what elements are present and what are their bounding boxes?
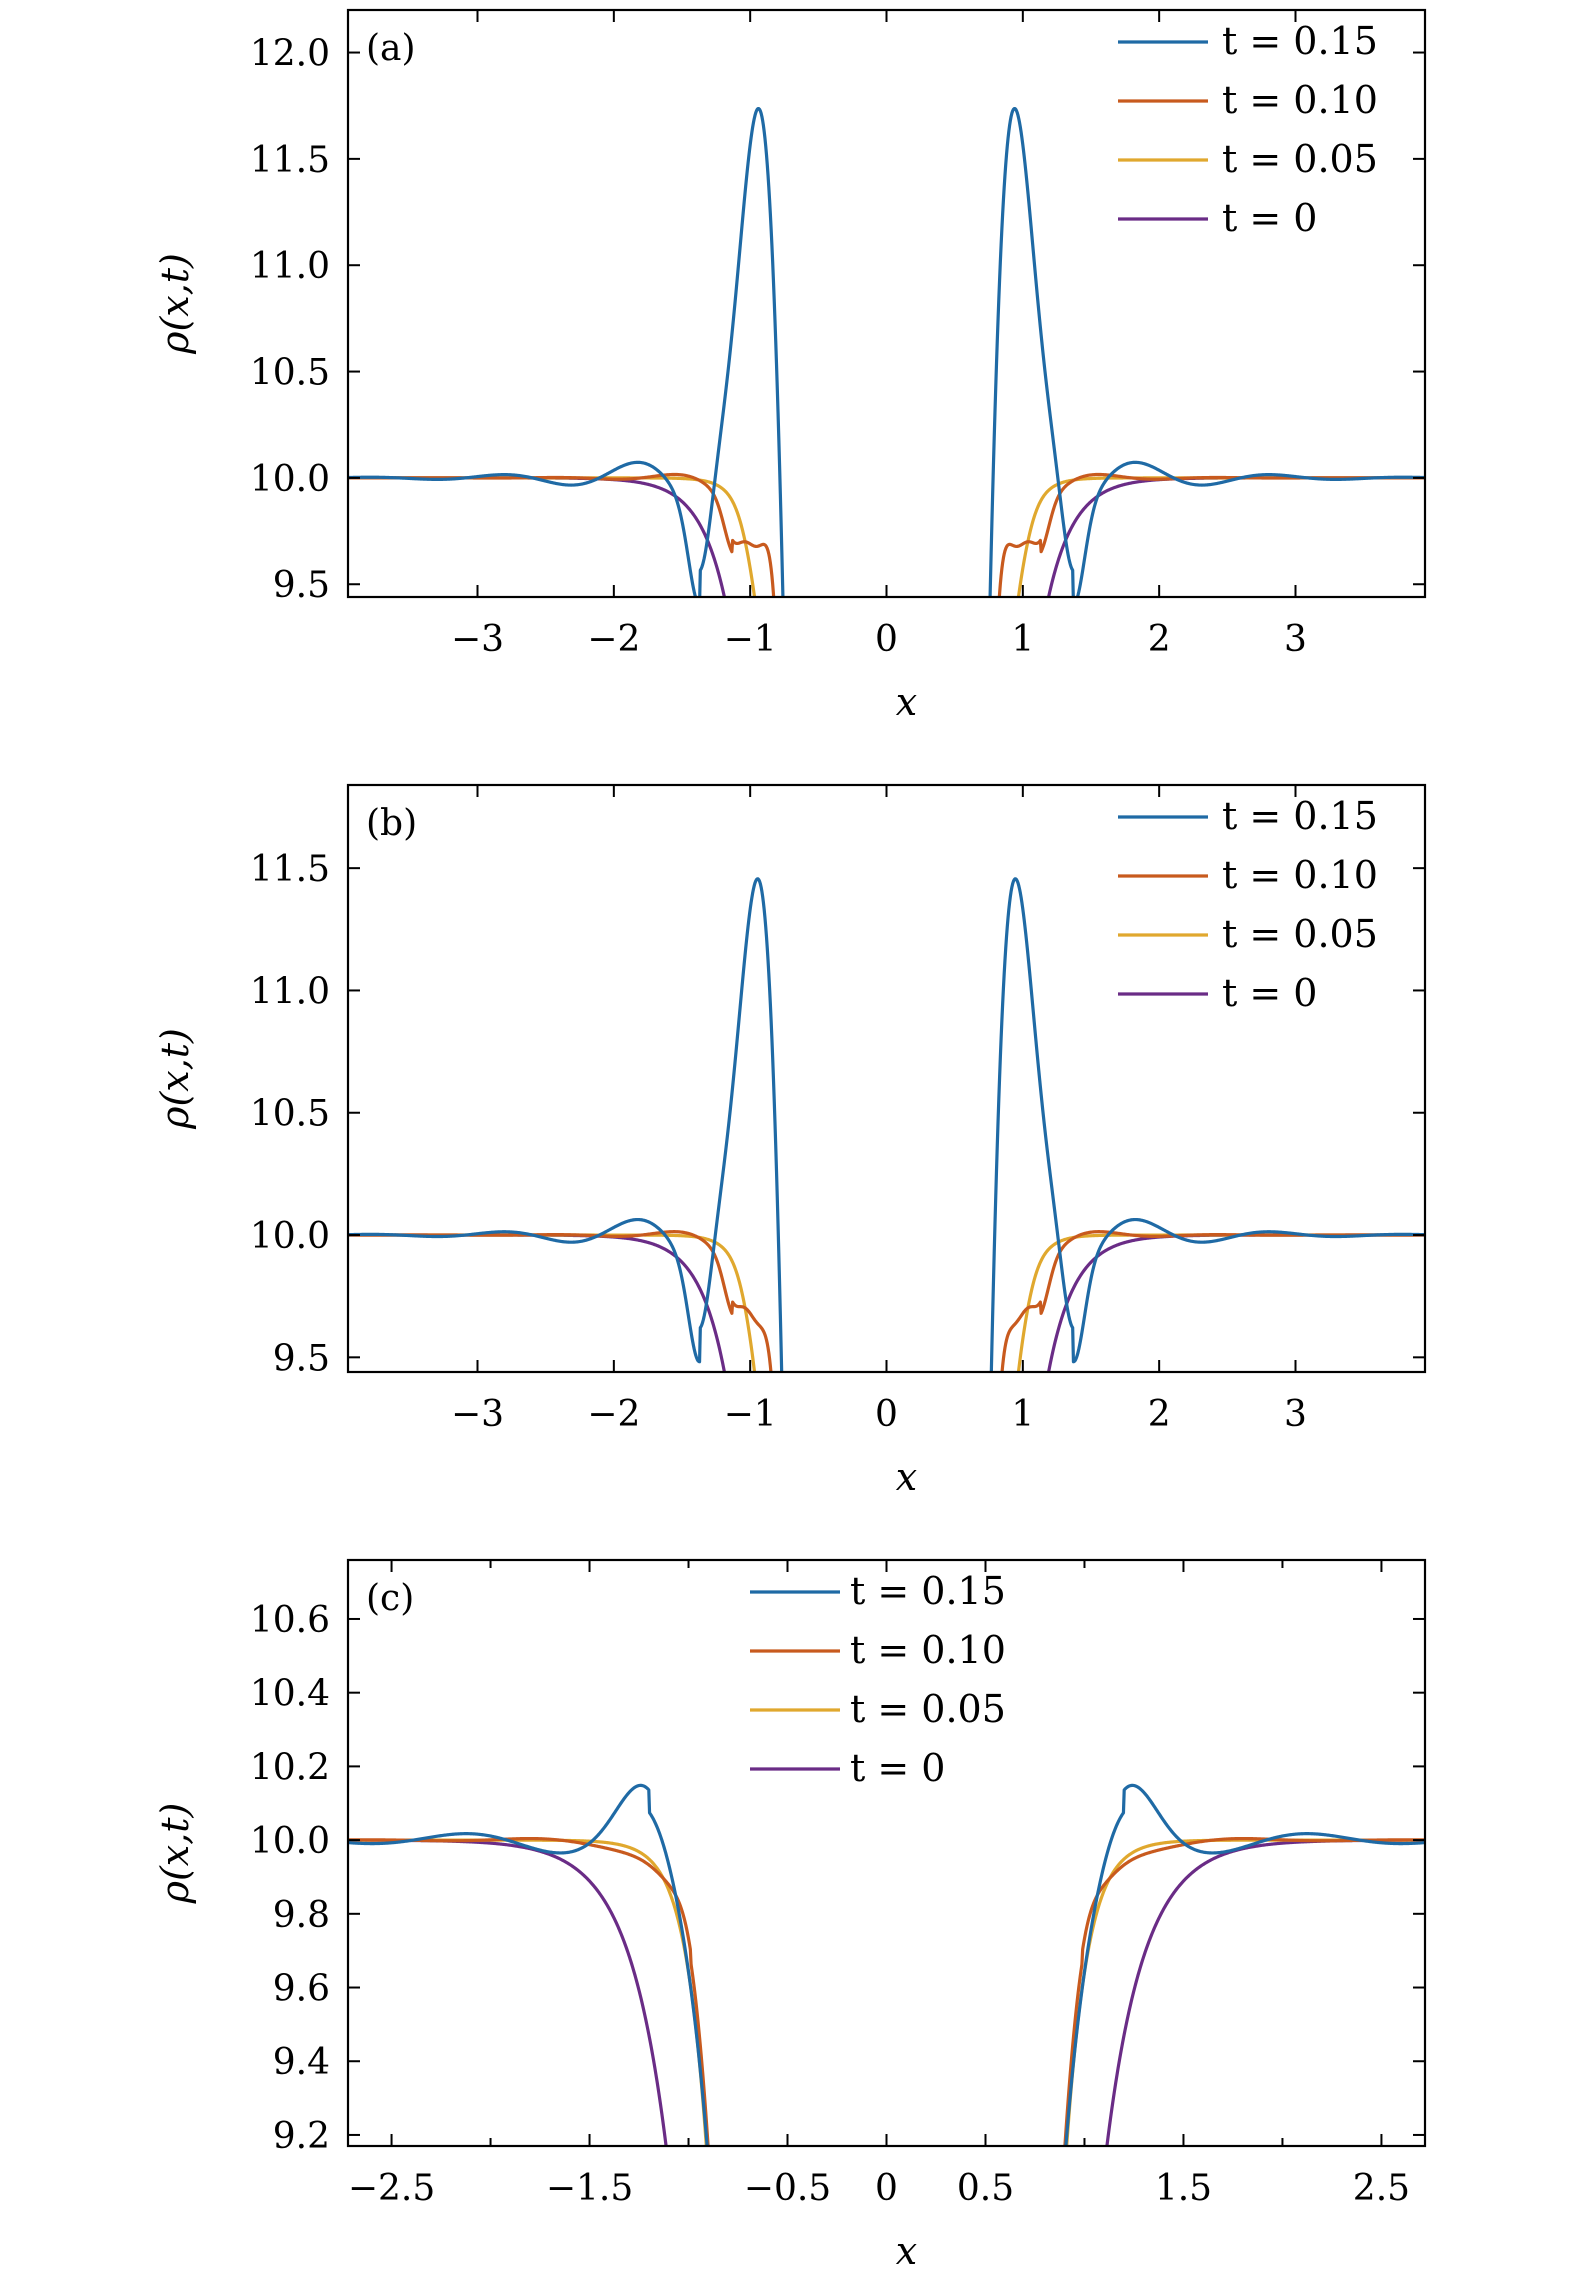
panel-label: (b) (366, 803, 417, 844)
series-line-t0.10 (348, 472, 1425, 597)
x-tick-label: 3 (1284, 619, 1307, 660)
legend: t = 0.15 t = 0.10 t = 0.05 t = 0 (750, 1569, 1006, 1790)
series-line-t0.05 (348, 476, 1425, 597)
y-tick-label: 9.5 (273, 565, 330, 606)
legend-label: t = 0.10 (850, 1628, 1006, 1672)
series-line-t0.10 (348, 1230, 1425, 1372)
legend-label: t = 0 (850, 1746, 945, 1790)
y-tick-label: 11.0 (250, 971, 330, 1012)
x-tick-label: −1 (724, 1394, 777, 1435)
panel-label: (a) (366, 28, 416, 69)
legend-label: t = 0.10 (1222, 853, 1378, 897)
y-tick-label: 9.4 (273, 2042, 330, 2083)
panel-label: (c) (366, 1578, 414, 1619)
x-tick-label: −2.5 (348, 2168, 435, 2209)
y-tick-label: 11.0 (250, 246, 330, 287)
y-axis-title: ρ(x,t) (153, 253, 197, 355)
series-line-t0.10 (348, 1836, 1425, 2146)
series-line-t0.05 (348, 1233, 1425, 1372)
y-axis-title: ρ(x,t) (153, 1028, 197, 1130)
x-tick-label: 1.5 (1155, 2168, 1212, 2209)
series-line-t0.15 (348, 106, 1425, 597)
legend: t = 0.15 t = 0.10 t = 0.05 t = 0 (1118, 19, 1378, 240)
x-tick-label: −1.5 (546, 2168, 633, 2209)
y-tick-label: 10.0 (250, 1821, 330, 1862)
panel-a: −3 −2 −1 0 1 2 3 9.5 10.0 10.5 11.0 11.5 12.0 x ρ(x,t)… (153, 8, 1427, 724)
plot-area (348, 106, 1425, 597)
y-tick-label: 10.2 (250, 1747, 330, 1788)
legend: t = 0.15 t = 0.10 t = 0.05 t = 0 (1118, 794, 1378, 1015)
legend-label: t = 0.05 (1222, 137, 1378, 181)
y-tick-label: 10.4 (250, 1674, 330, 1715)
x-tick-label: 2.5 (1353, 2168, 1410, 2209)
x-tick-label: −2 (587, 619, 640, 660)
y-tick-label: 10.5 (250, 353, 330, 394)
y-tick-label: 10.5 (250, 1094, 330, 1135)
x-tick-label: 3 (1284, 1394, 1307, 1435)
x-axis-title: x (896, 680, 917, 724)
y-tick-label: 10.6 (250, 1600, 330, 1641)
legend-label: t = 0 (1222, 971, 1317, 1015)
x-tick-label: 0 (875, 619, 898, 660)
y-tick-label: 9.2 (273, 2116, 330, 2157)
x-tick-label: 0.5 (957, 2168, 1014, 2209)
legend-label: t = 0.10 (1222, 78, 1378, 122)
y-tick-label: 12.0 (250, 34, 330, 75)
x-axis-title: x (896, 1455, 917, 1499)
legend-label: t = 0.15 (1222, 19, 1378, 63)
series-line-t0 (348, 476, 1425, 597)
series-line-t0.15 (348, 877, 1425, 1372)
y-tick-label: 11.5 (250, 140, 330, 181)
x-axis-title: x (896, 2229, 917, 2273)
legend-label: t = 0.15 (850, 1569, 1006, 1613)
y-axis-title: ρ(x,t) (153, 1803, 197, 1905)
y-tick-label: 11.5 (250, 849, 330, 890)
x-tick-label: 1 (1011, 619, 1034, 660)
x-tick-label: 0 (875, 1394, 898, 1435)
y-tick-label: 9.8 (273, 1895, 330, 1936)
x-tick-label: 2 (1148, 619, 1171, 660)
panel-b: −3 −2 −1 0 1 2 3 9.5 10.0 10.5 11.0 11.5 x ρ(x,t) (b) t… (153, 783, 1427, 1499)
legend-label: t = 0.05 (1222, 912, 1378, 956)
y-tick-label: 9.6 (273, 1969, 330, 2010)
series-line-t0.15 (348, 1783, 1425, 2146)
x-tick-label: −2 (587, 1394, 640, 1435)
x-tick-label: −3 (451, 619, 504, 660)
x-tick-label: −1 (724, 619, 777, 660)
x-tick-label: −3 (451, 1394, 504, 1435)
plot-area (348, 877, 1425, 1372)
legend-label: t = 0.15 (1222, 794, 1378, 838)
panel-c: −2.5 −1.5 −0.5 0 0.5 1.5 2.5 9.2 9.4 9.6 9.8 10.0 10… (153, 1558, 1427, 2273)
y-tick-label: 10.0 (250, 459, 330, 500)
x-tick-label: 0 (875, 2168, 898, 2209)
x-tick-label: −0.5 (744, 2168, 831, 2209)
x-tick-label: 2 (1148, 1394, 1171, 1435)
y-tick-label: 9.5 (273, 1338, 330, 1379)
y-tick-label: 10.0 (250, 1216, 330, 1257)
legend-label: t = 0 (1222, 196, 1317, 240)
plot-area (348, 1783, 1425, 2146)
legend-label: t = 0.05 (850, 1687, 1006, 1731)
series-line-t0 (348, 1233, 1425, 1372)
x-tick-label: 1 (1011, 1394, 1034, 1435)
